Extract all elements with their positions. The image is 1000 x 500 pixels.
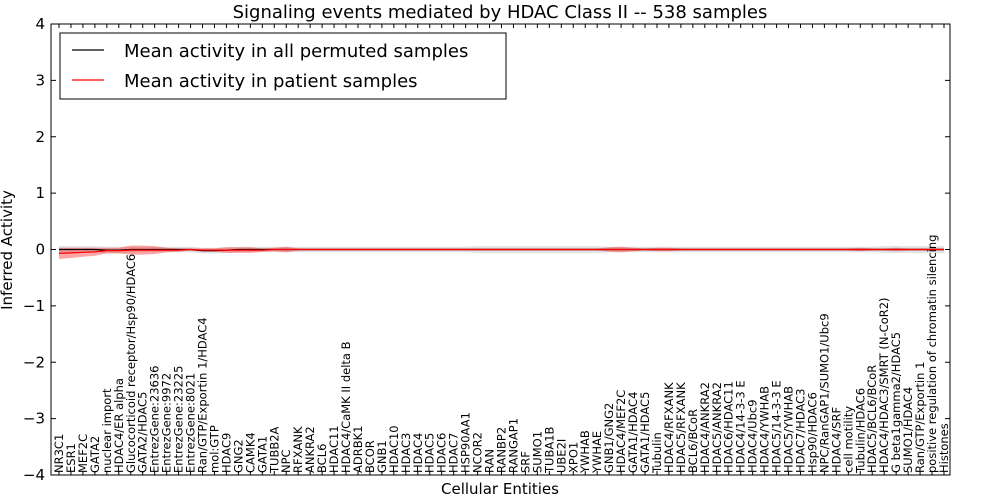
x-tick-label: GATA2/HDAC5 xyxy=(136,392,150,473)
x-tick-label: CAMK4 xyxy=(243,432,257,473)
x-tick-label: Ran/GTP/Exportin 1 xyxy=(913,362,927,473)
x-tick-label: nuclear import xyxy=(100,388,114,473)
x-tick-label: HDAC4/SRF xyxy=(829,407,843,473)
y-tick-label: −2 xyxy=(23,353,45,371)
x-tick-label: HDAC6/HDAC11 xyxy=(722,381,736,473)
x-tick-label: GNB1 xyxy=(375,440,389,473)
x-tick-label: NCOR2 xyxy=(471,432,485,473)
x-tick-label: SUMO1/HDAC4 xyxy=(901,387,915,473)
legend-box xyxy=(59,32,507,100)
series-line-patient xyxy=(58,248,944,254)
x-tick-label: HDAC5/BCL6/BCoR xyxy=(865,365,879,473)
x-tick-label: G beta1gamma2/HDAC5 xyxy=(889,332,903,473)
x-tick-label: HDAC4/ANKRA2 xyxy=(698,382,712,473)
x-tick-label: Tubulin xyxy=(650,432,664,474)
x-tick-label: HDAC4 xyxy=(411,433,425,473)
x-tick-label: RANGAP1 xyxy=(507,418,521,473)
y-tick-label: 0 xyxy=(35,241,45,259)
x-tick-label: SRF xyxy=(518,451,532,473)
x-tick-label: NPC xyxy=(279,449,293,473)
y-tick-label: 3 xyxy=(35,71,45,89)
x-tick-label: cell motility xyxy=(841,406,855,473)
x-tick-label: Tubulin/HDAC6 xyxy=(853,388,867,474)
x-tick-label: GNG2 xyxy=(231,439,245,473)
x-tick-label: EntrezGene:9972 xyxy=(160,373,174,473)
x-tick-label: HDAC4/MEF2C xyxy=(614,390,628,473)
x-tick-label: HDAC5/ANKRA2 xyxy=(710,382,724,473)
x-tick-label: HDAC9 xyxy=(219,433,233,473)
plot-area xyxy=(50,23,951,476)
x-tick-label: NR3C1 xyxy=(52,434,66,473)
x-tick-label: EntrezGene:8021 xyxy=(184,373,198,473)
x-tick-label: MEF2C xyxy=(76,434,90,473)
x-tick-label: GATA1/HDAC5 xyxy=(638,392,652,473)
y-tick-label: −4 xyxy=(23,466,45,484)
x-tick-label: BCOR xyxy=(363,440,377,473)
y-tick-label: 2 xyxy=(35,128,45,146)
x-tick-label: XPO1 xyxy=(566,442,580,473)
chart-title: Signaling events mediated by HDAC Class … xyxy=(233,2,768,23)
x-tick-label: mol:GTP xyxy=(208,425,222,473)
x-tick-label: RAN xyxy=(483,449,497,473)
x-tick-label: HDAC4/Ubc9 xyxy=(746,399,760,473)
y-tick-label: −1 xyxy=(23,297,45,315)
x-tick-label: HDAC4/RFXANK xyxy=(662,382,676,473)
x-tick-label: Hsp90/HDAC6 xyxy=(805,392,819,473)
x-tick-label: BCL6 xyxy=(315,444,329,473)
y-tick-label: 1 xyxy=(35,184,45,202)
x-tick-label: GATA1 xyxy=(255,436,269,473)
x-axis-label: Cellular Entities xyxy=(441,480,559,498)
x-tick-label: EntrezGene:23636 xyxy=(148,366,162,473)
y-axis: −4 −3 −2 −1 0 1 2 3 4 xyxy=(23,15,950,484)
x-tick-label: HDAC4/YWHAB xyxy=(758,386,772,473)
x-tick-label: HDAC3 xyxy=(399,433,413,473)
x-tick-label: Ran/GTP/Exportin 1/HDAC4 xyxy=(196,317,210,473)
x-tick-label: ADRBK1 xyxy=(351,426,365,473)
x-tick-label: HDAC10 xyxy=(387,425,401,473)
x-tick-label: ESR1 xyxy=(64,443,78,473)
legend-label-patient: Mean activity in patient samples xyxy=(124,71,418,92)
x-tick-label: GATA2 xyxy=(88,436,102,473)
legend: Mean activity in all permuted samples Me… xyxy=(59,32,507,100)
x-tick-label: HSP90AA1 xyxy=(459,412,473,473)
x-tick-label: ANKRA2 xyxy=(303,426,317,473)
y-tick-label: −3 xyxy=(23,410,45,428)
x-tick-label: Histones xyxy=(937,423,951,473)
x-tick-label: HDAC5/RFXANK xyxy=(674,382,688,473)
x-tick-label: HDAC7/HDAC3 xyxy=(794,389,808,474)
x-tick-label: UBE2I xyxy=(554,439,568,473)
x-tick-label: HDAC6 xyxy=(435,433,449,473)
y-tick-label: 4 xyxy=(35,15,45,33)
x-tick-label: EntrezGene:23225 xyxy=(172,366,186,473)
x-tick-label: YWHAB xyxy=(578,430,592,474)
x-tick-label: HDAC5/YWHAB xyxy=(782,386,796,473)
x-tick-label: GNB1/GNG2 xyxy=(602,403,616,473)
x-tick-label: TUBB2A xyxy=(267,426,281,474)
x-tick-label: HDAC5 xyxy=(423,433,437,473)
legend-label-permuted: Mean activity in all permuted samples xyxy=(124,41,468,62)
x-tick-label: HDAC11 xyxy=(327,425,341,473)
x-tick-label: HDAC7 xyxy=(447,433,461,473)
x-tick-label: SUMO1 xyxy=(530,431,544,473)
x-tick-label: Glucocorticoid receptor/Hsp90/HDAC6 xyxy=(124,254,138,473)
x-tick-label: YWHAE xyxy=(590,431,604,474)
x-tick-label: TUBA1B xyxy=(542,426,556,474)
y-axis-label: Inferred Activity xyxy=(0,190,16,310)
x-tick-label: HDAC4/HDAC3/SMRT (N-CoR2) xyxy=(877,297,891,473)
x-tick-label: HDAC4/ER alpha xyxy=(112,378,126,473)
x-tick-label: GATA1/HDAC4 xyxy=(626,392,640,473)
x-tick-label: RFXANK xyxy=(291,426,305,473)
x-tick-label: HDAC5/14-3-3 E xyxy=(770,380,784,473)
x-tick-label: RANBP2 xyxy=(495,427,509,473)
x-tick-label: BCL6/BCoR xyxy=(686,409,700,473)
x-tick-label: HDAC4/14-3-3 E xyxy=(734,380,748,473)
x-tick-label: NPC/RanGAP1/SUMO1/Ubc9 xyxy=(817,313,831,473)
x-tick-label: HDAC4/CaMK II delta B xyxy=(339,341,353,473)
x-tick-label: positive regulation of chromatin silenci… xyxy=(925,235,939,473)
